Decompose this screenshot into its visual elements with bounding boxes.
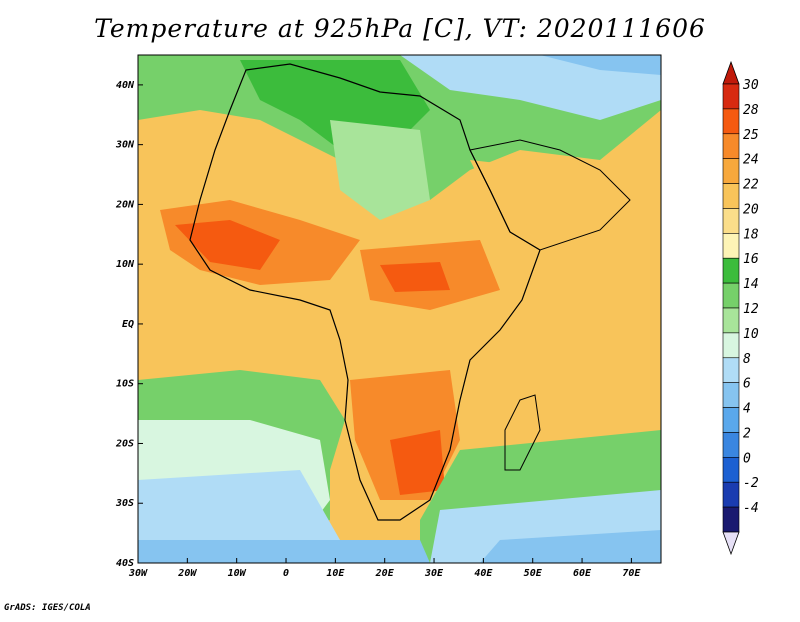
colorbar-segment bbox=[722, 158, 740, 184]
arabia-coastline bbox=[469, 139, 631, 251]
x-tick-label: 10E bbox=[326, 568, 345, 579]
africa-coastline bbox=[189, 63, 541, 521]
colorbar-label: 20 bbox=[743, 202, 759, 217]
colorbar-segment bbox=[722, 407, 740, 433]
colorbar-label: 16 bbox=[743, 252, 759, 267]
y-tick-label: 10S bbox=[116, 379, 134, 390]
x-tick-label: 40E bbox=[474, 568, 493, 579]
colorbar-top-arrow bbox=[722, 60, 740, 85]
colorbar-label: 24 bbox=[743, 153, 759, 168]
field-west-africa-hot bbox=[175, 220, 280, 270]
colorbar-bottom-arrow bbox=[722, 531, 740, 556]
y-tick-label: EQ bbox=[122, 319, 134, 330]
field-mediterranean bbox=[400, 55, 661, 120]
colorbar-segment bbox=[722, 382, 740, 408]
colorbar-label: 8 bbox=[743, 352, 751, 367]
colorbar-segment bbox=[722, 233, 740, 259]
x-tick-label: 20E bbox=[375, 568, 395, 579]
colorbar-segment bbox=[722, 332, 740, 359]
colorbar-label: 25 bbox=[743, 128, 759, 143]
colorbar-label: 18 bbox=[743, 227, 759, 242]
colorbar-label: 30 bbox=[742, 78, 759, 93]
field-bottom-cold bbox=[138, 540, 430, 563]
colorbar-segment bbox=[722, 282, 740, 309]
x-axis-ticks: 30W 20W 10W 0 10E 20E 30E 40E 50E 60E 70E bbox=[128, 558, 641, 579]
field-libya-light bbox=[330, 120, 430, 220]
y-tick-label: 40N bbox=[116, 80, 135, 91]
madagascar-coastline bbox=[504, 394, 541, 471]
colorbar-label: 22 bbox=[743, 178, 759, 193]
colorbar-label: 12 bbox=[743, 302, 759, 317]
colorbar-label: -4 bbox=[743, 501, 759, 516]
colorbar-label: 6 bbox=[743, 377, 751, 392]
x-tick-label: 30W bbox=[128, 568, 148, 579]
footer-credit: GrADS: IGES/COLA bbox=[4, 603, 91, 613]
temperature-field bbox=[138, 55, 661, 563]
colorbar-label: 4 bbox=[743, 402, 751, 417]
colorbar-label: 10 bbox=[743, 327, 759, 342]
field-arabia bbox=[470, 160, 600, 230]
colorbar-label: -2 bbox=[743, 476, 759, 491]
x-tick-label: 10W bbox=[228, 568, 247, 579]
x-tick-label: 0 bbox=[283, 568, 289, 579]
map-title: Temperature at 925hPa [C], VT: 202011160… bbox=[94, 14, 706, 43]
colorbar-segment bbox=[722, 457, 740, 483]
field-central-hot bbox=[380, 262, 450, 292]
colorbar-label: 2 bbox=[743, 426, 751, 441]
colorbar-segment bbox=[722, 257, 740, 284]
colorbar-segment bbox=[722, 307, 740, 334]
map-frame bbox=[137, 54, 662, 564]
y-tick-label: 10N bbox=[116, 259, 135, 270]
colorbar-label: 0 bbox=[743, 451, 751, 466]
colorbar-segment bbox=[722, 133, 740, 159]
colorbar-segment bbox=[722, 481, 740, 508]
field-south-ocean bbox=[138, 470, 340, 563]
field-far-north bbox=[540, 55, 661, 75]
y-tick-label: 30N bbox=[115, 140, 135, 151]
colorbar-segment bbox=[722, 506, 740, 533]
colorbar-segment bbox=[722, 357, 740, 383]
x-tick-label: 70E bbox=[622, 568, 641, 579]
colorbar-segment bbox=[722, 432, 740, 458]
field-southern-ocean-cold bbox=[480, 530, 661, 563]
y-tick-label: 30S bbox=[115, 498, 134, 509]
y-tick-label: 40S bbox=[116, 558, 134, 569]
colorbar-segment bbox=[722, 83, 740, 110]
colorbar-label: 28 bbox=[743, 103, 759, 118]
x-tick-label: 60E bbox=[573, 568, 592, 579]
x-tick-label: 50E bbox=[524, 568, 543, 579]
y-axis-ticks: 40N 30N 20N 10N EQ 10S 20S 30S 40S bbox=[115, 80, 143, 569]
colorbar-segment bbox=[722, 183, 740, 209]
colorbar-label: 14 bbox=[743, 277, 759, 292]
y-tick-label: 20N bbox=[115, 199, 135, 210]
x-tick-label: 20W bbox=[177, 568, 197, 579]
field-southern-hot bbox=[390, 430, 445, 495]
colorbar-segment bbox=[722, 208, 740, 234]
y-tick-label: 20S bbox=[115, 438, 134, 449]
colorbar-segment bbox=[722, 108, 740, 135]
x-tick-label: 30E bbox=[424, 568, 444, 579]
